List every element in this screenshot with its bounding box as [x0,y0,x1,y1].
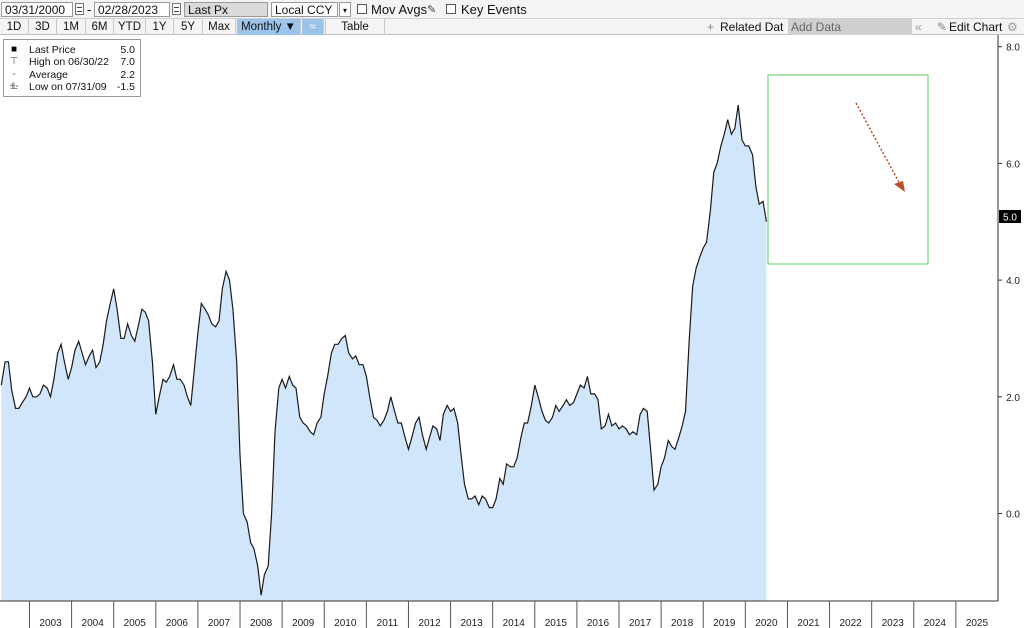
last-price-square-icon: ■ [10,44,18,55]
x-tick-label: 2011 [377,618,399,628]
range-button-1y[interactable]: 1Y [146,19,174,35]
x-tick-label: 2018 [671,618,694,628]
key-events-label: Key Events [461,2,527,17]
edit-chart-button[interactable]: Edit Chart [949,20,1003,34]
legend-value: 2.2 [120,69,135,81]
legend-row-last-price: ■ Last Price 5.0 [6,44,137,56]
currency-dropdown-icon[interactable]: ▾ [339,2,351,17]
plus-icon[interactable]: + [707,20,715,34]
range-button-5y[interactable]: 5Y [174,19,203,35]
end-calendar-icon[interactable] [172,3,181,15]
y-tick-label: 8.0 [1006,43,1020,54]
mov-avgs-checkbox[interactable] [357,4,367,14]
toolbar-row-top: 03/31/2000 - 02/28/2023 Last Px Local CC… [0,1,1024,18]
gear-icon[interactable]: ⚙ [1007,20,1018,34]
date-separator: - [87,2,92,17]
last-value-label: 5.0 [1003,213,1017,224]
last-value-badge-bg [999,210,1021,223]
x-tick-label: 2021 [797,618,820,628]
start-calendar-icon[interactable] [75,3,84,15]
x-tick-label: 2007 [208,618,231,628]
x-tick-label: 2017 [629,618,652,628]
key-events-checkbox[interactable] [446,4,456,14]
y-tick-label: 6.0 [1006,159,1020,170]
low-marker-icon: ⊥ [9,81,19,92]
range-button-max[interactable]: Max [203,19,236,35]
mov-avgs-label: Mov Avgs [371,2,428,17]
average-marker-icon: -+- [9,69,19,92]
legend-label: Average [29,69,68,81]
field-selector[interactable]: Last Px [184,2,268,17]
x-tick-label: 2023 [882,618,905,628]
y-axis-ticks: 8.0 6.0 4.0 2.0 0.0 [998,43,1020,520]
related-data-button[interactable]: Related Dat [720,20,784,34]
range-button-1m[interactable]: 1M [57,19,86,35]
high-marker-icon: ⊤ [9,56,19,67]
x-tick-label: 2008 [250,618,273,628]
x-tick-label: 2015 [545,618,568,628]
x-tick-label: 2010 [334,618,357,628]
y-tick-label: 2.0 [1006,393,1020,404]
legend-label: High on 06/30/22 [29,56,109,68]
x-tick-label: 2019 [713,618,736,628]
x-tick-label: 2016 [587,618,610,628]
highlight-box [767,74,929,265]
x-tick-label: 2005 [124,618,147,628]
x-tick-label: 2003 [39,618,62,628]
chart-type-icon[interactable]: ≈ [302,19,324,35]
range-button-ytd[interactable]: YTD [114,19,146,35]
add-data-input[interactable]: Add Data [788,19,912,35]
toolbar: 03/31/2000 - 02/28/2023 Last Px Local CC… [0,0,1024,35]
legend-value: 5.0 [120,44,135,56]
series-area-fill [1,105,767,601]
legend-label: Last Price [29,44,76,56]
x-tick-label: 2013 [461,618,484,628]
trend-arrow [855,102,905,192]
range-button-1d[interactable]: 1D [0,19,29,35]
y-tick-label: 0.0 [1006,509,1020,520]
y-tick-label: 4.0 [1006,276,1020,287]
legend-row-average: -+- Average 2.2 [6,69,137,92]
start-date-field[interactable]: 03/31/2000 [1,2,73,17]
x-tick-label: 2025 [966,618,989,628]
x-tick-label: 2022 [839,618,862,628]
toolbar-row-bottom: 1D 3D 1M 6M YTD 1Y 5Y Max Monthly ▼ ≈ Ta… [0,18,1024,35]
x-tick-label: 2024 [924,618,947,628]
range-button-6m[interactable]: 6M [86,19,114,35]
legend-row-high: ⊤ High on 06/30/22 7.0 [6,56,137,68]
edit-pencil-icon[interactable]: ✎ [937,20,948,34]
x-tick-label: 2009 [292,618,315,628]
series-line [0,104,767,596]
x-tick-label: 2004 [82,618,105,628]
collapse-icon[interactable]: « [915,20,922,34]
x-tick-label: 2020 [755,618,778,628]
x-tick-label: 2012 [418,618,441,628]
chart-legend[interactable]: ■ Last Price 5.0 ⊤ High on 06/30/22 7.0 … [3,39,141,97]
range-button-3d[interactable]: 3D [29,19,57,35]
end-date-field[interactable]: 02/28/2023 [94,2,170,17]
legend-label: Low on 07/31/09 [29,81,107,93]
legend-value: -1.5 [116,81,135,93]
last-value-badge: 5.0 [999,210,1021,224]
pencil-icon[interactable]: ✎ [427,4,437,16]
x-tick-label: 2014 [503,618,526,628]
legend-row-low: ⊥ Low on 07/31/09 -1.5 [6,81,137,93]
frequency-dropdown[interactable]: Monthly ▼ [237,19,301,35]
legend-value: 7.0 [120,56,135,68]
x-tick-label: 2006 [166,618,189,628]
currency-selector[interactable]: Local CCY [271,2,338,17]
x-axis-ticks: 2003 2004 2005 2006 2007 2008 2009 2010 2011 2012… [28,601,989,628]
table-button[interactable]: Table [325,19,385,35]
